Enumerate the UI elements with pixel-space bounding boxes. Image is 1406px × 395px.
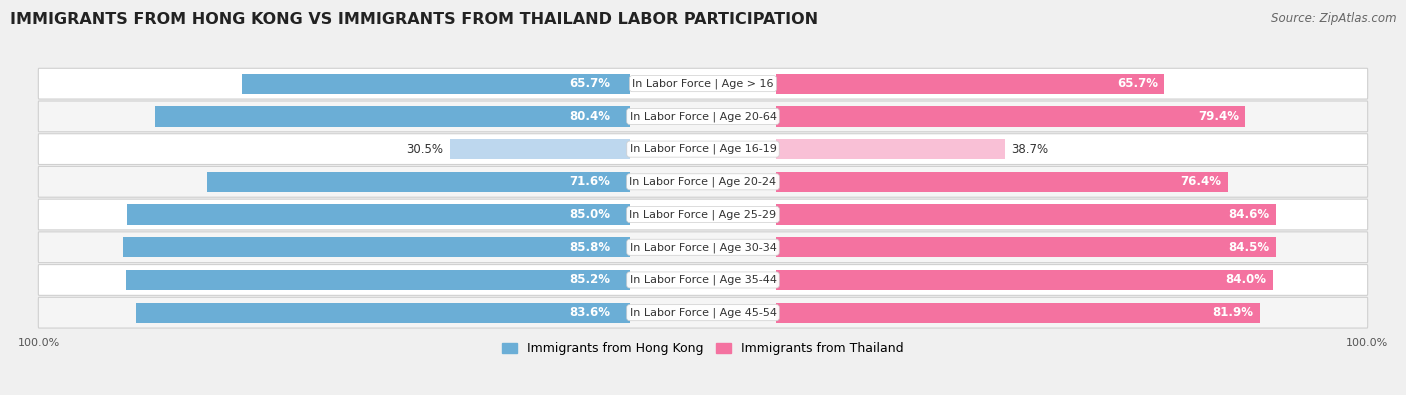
Bar [776,237,1275,258]
Bar [242,73,630,94]
Text: 79.4%: 79.4% [1198,110,1239,123]
Text: 65.7%: 65.7% [569,77,610,90]
Bar [450,139,630,159]
FancyBboxPatch shape [38,297,1368,328]
Bar [136,303,630,323]
Text: 30.5%: 30.5% [406,143,443,156]
FancyBboxPatch shape [38,232,1368,263]
Text: 85.0%: 85.0% [569,208,610,221]
Text: In Labor Force | Age 16-19: In Labor Force | Age 16-19 [630,144,776,154]
Text: In Labor Force | Age 25-29: In Labor Force | Age 25-29 [630,209,776,220]
Text: In Labor Force | Age 30-34: In Labor Force | Age 30-34 [630,242,776,252]
Bar [776,139,1005,159]
FancyBboxPatch shape [38,68,1368,99]
FancyBboxPatch shape [38,166,1368,197]
Text: In Labor Force | Age 20-24: In Labor Force | Age 20-24 [630,177,776,187]
Bar [127,270,630,290]
Text: 81.9%: 81.9% [1212,306,1254,319]
Bar [776,73,1164,94]
Text: 84.6%: 84.6% [1229,208,1270,221]
Legend: Immigrants from Hong Kong, Immigrants from Thailand: Immigrants from Hong Kong, Immigrants fr… [498,337,908,360]
Text: In Labor Force | Age > 16: In Labor Force | Age > 16 [633,79,773,89]
Text: 38.7%: 38.7% [1011,143,1049,156]
FancyBboxPatch shape [38,101,1368,132]
Bar [776,204,1277,225]
Bar [122,237,630,258]
Text: 85.8%: 85.8% [569,241,610,254]
Text: 71.6%: 71.6% [569,175,610,188]
Text: 85.2%: 85.2% [569,273,610,286]
Bar [776,172,1227,192]
Text: 76.4%: 76.4% [1180,175,1220,188]
FancyBboxPatch shape [38,265,1368,295]
Text: 80.4%: 80.4% [569,110,610,123]
FancyBboxPatch shape [38,134,1368,164]
Text: 83.6%: 83.6% [569,306,610,319]
Bar [776,106,1246,126]
Bar [776,270,1272,290]
Text: IMMIGRANTS FROM HONG KONG VS IMMIGRANTS FROM THAILAND LABOR PARTICIPATION: IMMIGRANTS FROM HONG KONG VS IMMIGRANTS … [10,12,818,27]
Text: 84.5%: 84.5% [1227,241,1270,254]
Text: 65.7%: 65.7% [1116,77,1159,90]
FancyBboxPatch shape [38,199,1368,230]
Text: Source: ZipAtlas.com: Source: ZipAtlas.com [1271,12,1396,25]
Text: 84.0%: 84.0% [1225,273,1265,286]
Bar [207,172,630,192]
Bar [155,106,630,126]
Text: In Labor Force | Age 45-54: In Labor Force | Age 45-54 [630,307,776,318]
Text: In Labor Force | Age 20-64: In Labor Force | Age 20-64 [630,111,776,122]
Bar [128,204,630,225]
Bar [776,303,1260,323]
Text: In Labor Force | Age 35-44: In Labor Force | Age 35-44 [630,275,776,285]
